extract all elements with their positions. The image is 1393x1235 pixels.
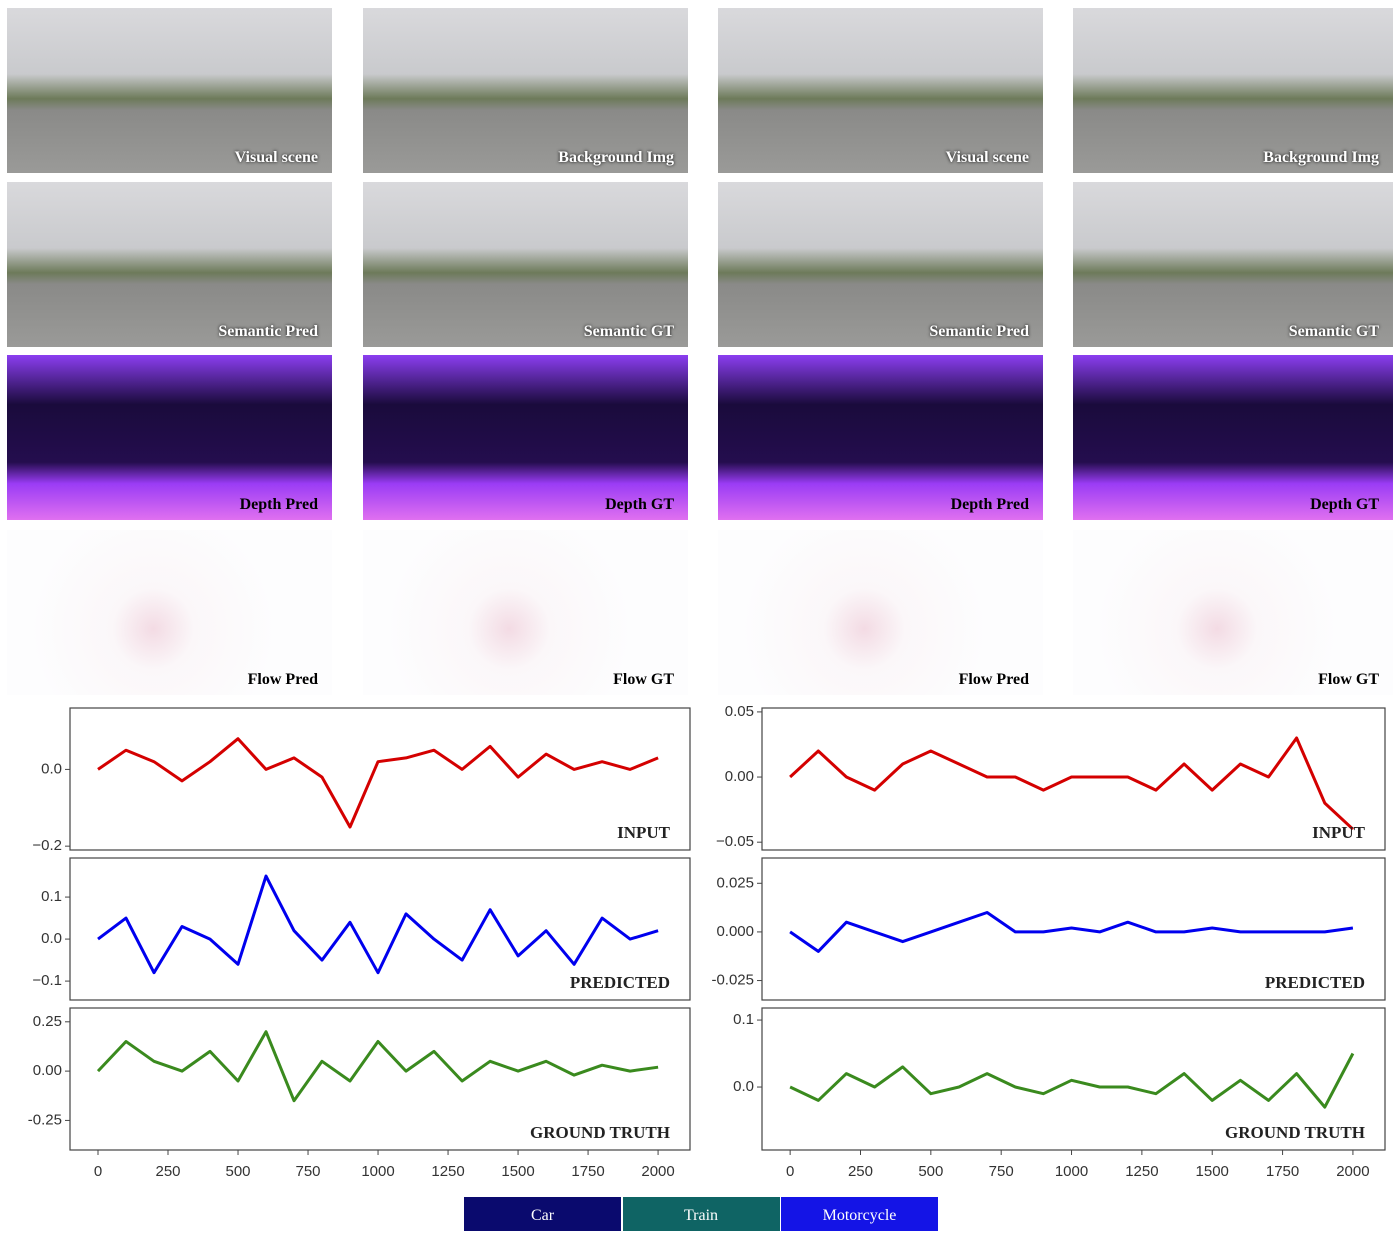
x-tick-label: 250 — [848, 1163, 873, 1180]
plot-frame — [70, 708, 690, 850]
plot-label: INPUT — [617, 823, 671, 842]
y-tick-label: 0.1 — [733, 1011, 754, 1028]
plot-label: GROUND TRUTH — [530, 1123, 670, 1142]
x-tick-label: 1250 — [431, 1163, 464, 1180]
x-tick-label: 500 — [918, 1163, 943, 1180]
x-tick-label: 2000 — [641, 1163, 674, 1180]
y-tick-label: 0.0 — [733, 1078, 754, 1095]
y-tick-label: 0.00 — [725, 768, 754, 785]
x-tick-label: 2000 — [1336, 1163, 1369, 1180]
x-tick-label: 750 — [989, 1163, 1014, 1180]
x-tick-label: 1500 — [501, 1163, 534, 1180]
x-tick-label: 1250 — [1125, 1163, 1158, 1180]
y-tick-label: −0.2 — [32, 837, 62, 854]
y-tick-label: 0.25 — [33, 1013, 62, 1030]
signal-line — [98, 739, 658, 827]
plot-label: INPUT — [1312, 823, 1366, 842]
x-tick-label: 1500 — [1196, 1163, 1229, 1180]
y-tick-label: 0.025 — [716, 874, 754, 891]
x-tick-label: 250 — [155, 1163, 180, 1180]
y-tick-label: 0.0 — [41, 760, 62, 777]
y-tick-label: 0.1 — [41, 888, 62, 905]
x-tick-label: 1750 — [571, 1163, 604, 1180]
y-tick-label: -0.025 — [711, 972, 754, 989]
signal-line — [790, 1054, 1353, 1108]
signal-line — [98, 876, 658, 973]
y-tick-label: 0.05 — [725, 703, 754, 720]
figure: {"image_grid":{"rows":[ ["Visual scene",… — [0, 0, 1393, 1231]
plot-label: PREDICTED — [570, 973, 670, 992]
x-tick-label: 500 — [226, 1163, 251, 1180]
plot-label: GROUND TRUTH — [1225, 1123, 1365, 1142]
plot-frame — [762, 708, 1385, 850]
x-tick-label: 1000 — [361, 1163, 394, 1180]
legend-entry: Train — [623, 1197, 780, 1231]
y-tick-label: 0.000 — [716, 923, 754, 940]
x-tick-label: 1750 — [1266, 1163, 1299, 1180]
x-tick-label: 0 — [94, 1163, 102, 1180]
legend-entry: Motorcycle — [781, 1197, 938, 1231]
legend-entry: Car — [464, 1197, 621, 1231]
y-tick-label: 0.0 — [41, 930, 62, 947]
x-tick-label: 750 — [296, 1163, 321, 1180]
y-tick-label: 0.00 — [33, 1062, 62, 1079]
y-tick-label: -0.25 — [28, 1111, 62, 1128]
y-tick-label: −0.05 — [716, 833, 754, 850]
plot-label: PREDICTED — [1265, 973, 1365, 992]
x-tick-label: 1000 — [1055, 1163, 1088, 1180]
signal-line — [790, 738, 1353, 829]
y-tick-label: −0.1 — [32, 972, 62, 989]
signal-line — [98, 1032, 658, 1101]
signal-line — [790, 913, 1353, 952]
x-tick-label: 0 — [786, 1163, 794, 1180]
